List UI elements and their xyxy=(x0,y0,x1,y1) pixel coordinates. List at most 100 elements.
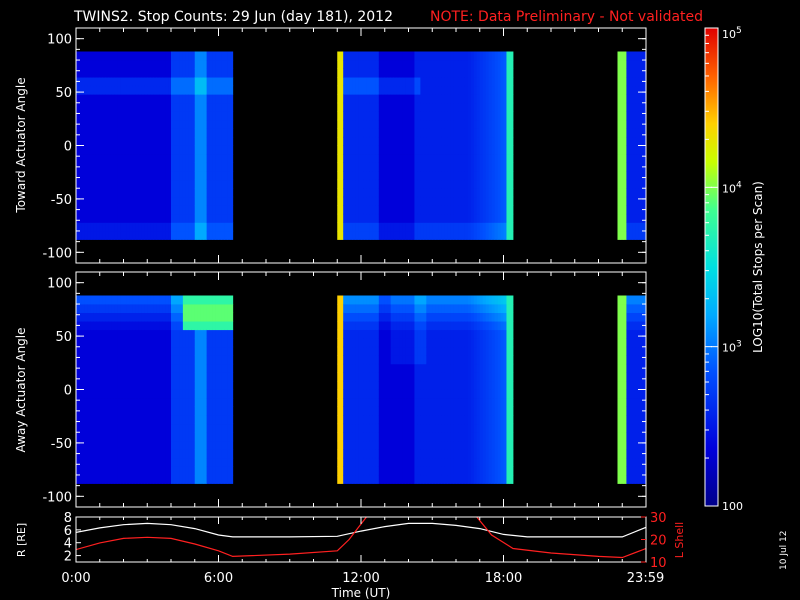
toward-heatmap-cell xyxy=(182,145,187,155)
toward-heatmap-cell xyxy=(230,111,234,121)
away-heatmap-cell xyxy=(99,423,104,433)
away-heatmap-cell xyxy=(361,423,365,433)
away-heatmap-cell xyxy=(117,329,121,339)
away-heatmap-cell xyxy=(453,355,457,365)
away-heatmap-cell xyxy=(346,363,350,373)
toward-heatmap-cell xyxy=(120,145,124,155)
away-heatmap-cell xyxy=(162,474,166,484)
toward-heatmap-cell xyxy=(441,154,445,163)
away-heatmap-cell xyxy=(176,474,181,484)
toward-heatmap-cell xyxy=(218,136,222,146)
toward-heatmap-cell xyxy=(81,77,86,87)
toward-heatmap-cell xyxy=(461,128,466,138)
away-heatmap-cell xyxy=(447,321,451,331)
toward-heatmap-cell xyxy=(512,128,514,138)
away-heatmap-cell xyxy=(120,380,124,390)
toward-heatmap-cell xyxy=(629,85,633,95)
toward-heatmap-cell xyxy=(476,196,481,206)
toward-heatmap-cell xyxy=(230,179,234,189)
away-heatmap-cell xyxy=(426,363,430,373)
toward-heatmap-cell xyxy=(188,94,193,104)
toward-heatmap-cell xyxy=(224,111,228,121)
toward-heatmap-cell xyxy=(129,205,133,215)
toward-heatmap-cell xyxy=(476,136,481,146)
toward-heatmap-cell xyxy=(132,205,136,215)
away-heatmap-cell xyxy=(337,380,341,390)
toward-heatmap-cell xyxy=(408,94,412,104)
toward-heatmap-cell xyxy=(461,68,466,78)
toward-heatmap-cell xyxy=(156,68,160,78)
away-heatmap-cell xyxy=(129,457,133,467)
toward-heatmap-cell xyxy=(644,68,646,78)
toward-heatmap-cell xyxy=(497,94,501,104)
toward-heatmap-cell xyxy=(381,213,386,223)
toward-heatmap-cell xyxy=(197,51,202,61)
away-heatmap-cell xyxy=(456,363,460,373)
toward-heatmap-cell xyxy=(617,68,621,78)
away-heatmap-cell xyxy=(378,474,383,484)
toward-heatmap-cell xyxy=(369,77,374,87)
away-heatmap-cell xyxy=(147,346,151,356)
toward-heatmap-cell xyxy=(369,119,374,129)
toward-heatmap-cell xyxy=(629,222,633,232)
away-heatmap-cell xyxy=(423,338,427,348)
away-heatmap-cell xyxy=(209,312,213,322)
toward-heatmap-cell xyxy=(349,196,353,206)
toward-heatmap-cell xyxy=(464,230,469,240)
toward-heatmap-cell xyxy=(179,102,184,112)
toward-heatmap-cell xyxy=(435,94,439,104)
away-heatmap-cell xyxy=(120,449,124,459)
toward-heatmap-cell xyxy=(340,102,344,112)
away-heatmap-cell xyxy=(138,423,142,433)
away-heatmap-cell xyxy=(458,423,463,433)
away-heatmap-cell xyxy=(171,329,175,339)
toward-heatmap-cell xyxy=(147,119,151,129)
away-heatmap-cell xyxy=(197,355,202,365)
toward-heatmap-cell xyxy=(117,171,121,181)
away-heatmap-cell xyxy=(464,329,469,339)
away-heatmap-cell xyxy=(375,338,380,348)
toward-heatmap-cell xyxy=(405,162,409,172)
toward-heatmap-cell xyxy=(358,171,362,181)
away-heatmap-cell xyxy=(456,295,460,305)
toward-heatmap-cell xyxy=(120,111,124,121)
toward-heatmap-cell xyxy=(153,85,157,95)
away-heatmap-cell xyxy=(203,466,208,476)
toward-heatmap-cell xyxy=(337,154,341,163)
toward-heatmap-cell xyxy=(84,68,89,78)
toward-heatmap-cell xyxy=(375,136,380,146)
toward-heatmap-cell xyxy=(200,188,205,198)
toward-heatmap-cell xyxy=(111,145,115,155)
away-heatmap-cell xyxy=(384,380,389,390)
toward-heatmap-cell xyxy=(423,222,427,232)
toward-heatmap-cell xyxy=(458,222,463,232)
away-heatmap-cell xyxy=(135,466,139,476)
toward-heatmap-cell xyxy=(156,196,160,206)
toward-heatmap-cell xyxy=(173,68,178,78)
toward-heatmap-cell xyxy=(156,85,160,95)
away-heatmap-cell xyxy=(165,466,169,476)
away-heatmap-cell xyxy=(144,474,148,484)
toward-heatmap-cell xyxy=(218,51,222,61)
away-heatmap-cell xyxy=(464,449,469,459)
away-heatmap-cell xyxy=(337,423,341,433)
away-heatmap-cell xyxy=(99,363,104,373)
toward-heatmap-cell xyxy=(399,145,403,155)
away-heatmap-cell xyxy=(343,355,347,365)
toward-heatmap-cell xyxy=(479,102,484,112)
toward-heatmap-cell xyxy=(617,154,621,163)
away-heatmap-cell xyxy=(108,329,113,339)
away-heatmap-cell xyxy=(150,423,154,433)
toward-heatmap-cell xyxy=(96,51,101,61)
away-heatmap-cell xyxy=(194,329,199,339)
toward-heatmap-cell xyxy=(432,77,436,87)
toward-heatmap-cell xyxy=(224,205,228,215)
away-heatmap-cell xyxy=(156,449,160,459)
toward-heatmap-cell xyxy=(352,171,356,181)
toward-heatmap-cell xyxy=(129,136,133,146)
away-heatmap-cell xyxy=(78,457,83,467)
toward-heatmap-cell xyxy=(93,94,98,104)
away-heatmap-cell xyxy=(162,321,166,331)
toward-heatmap-cell xyxy=(84,119,89,129)
toward-heatmap-cell xyxy=(632,85,636,95)
